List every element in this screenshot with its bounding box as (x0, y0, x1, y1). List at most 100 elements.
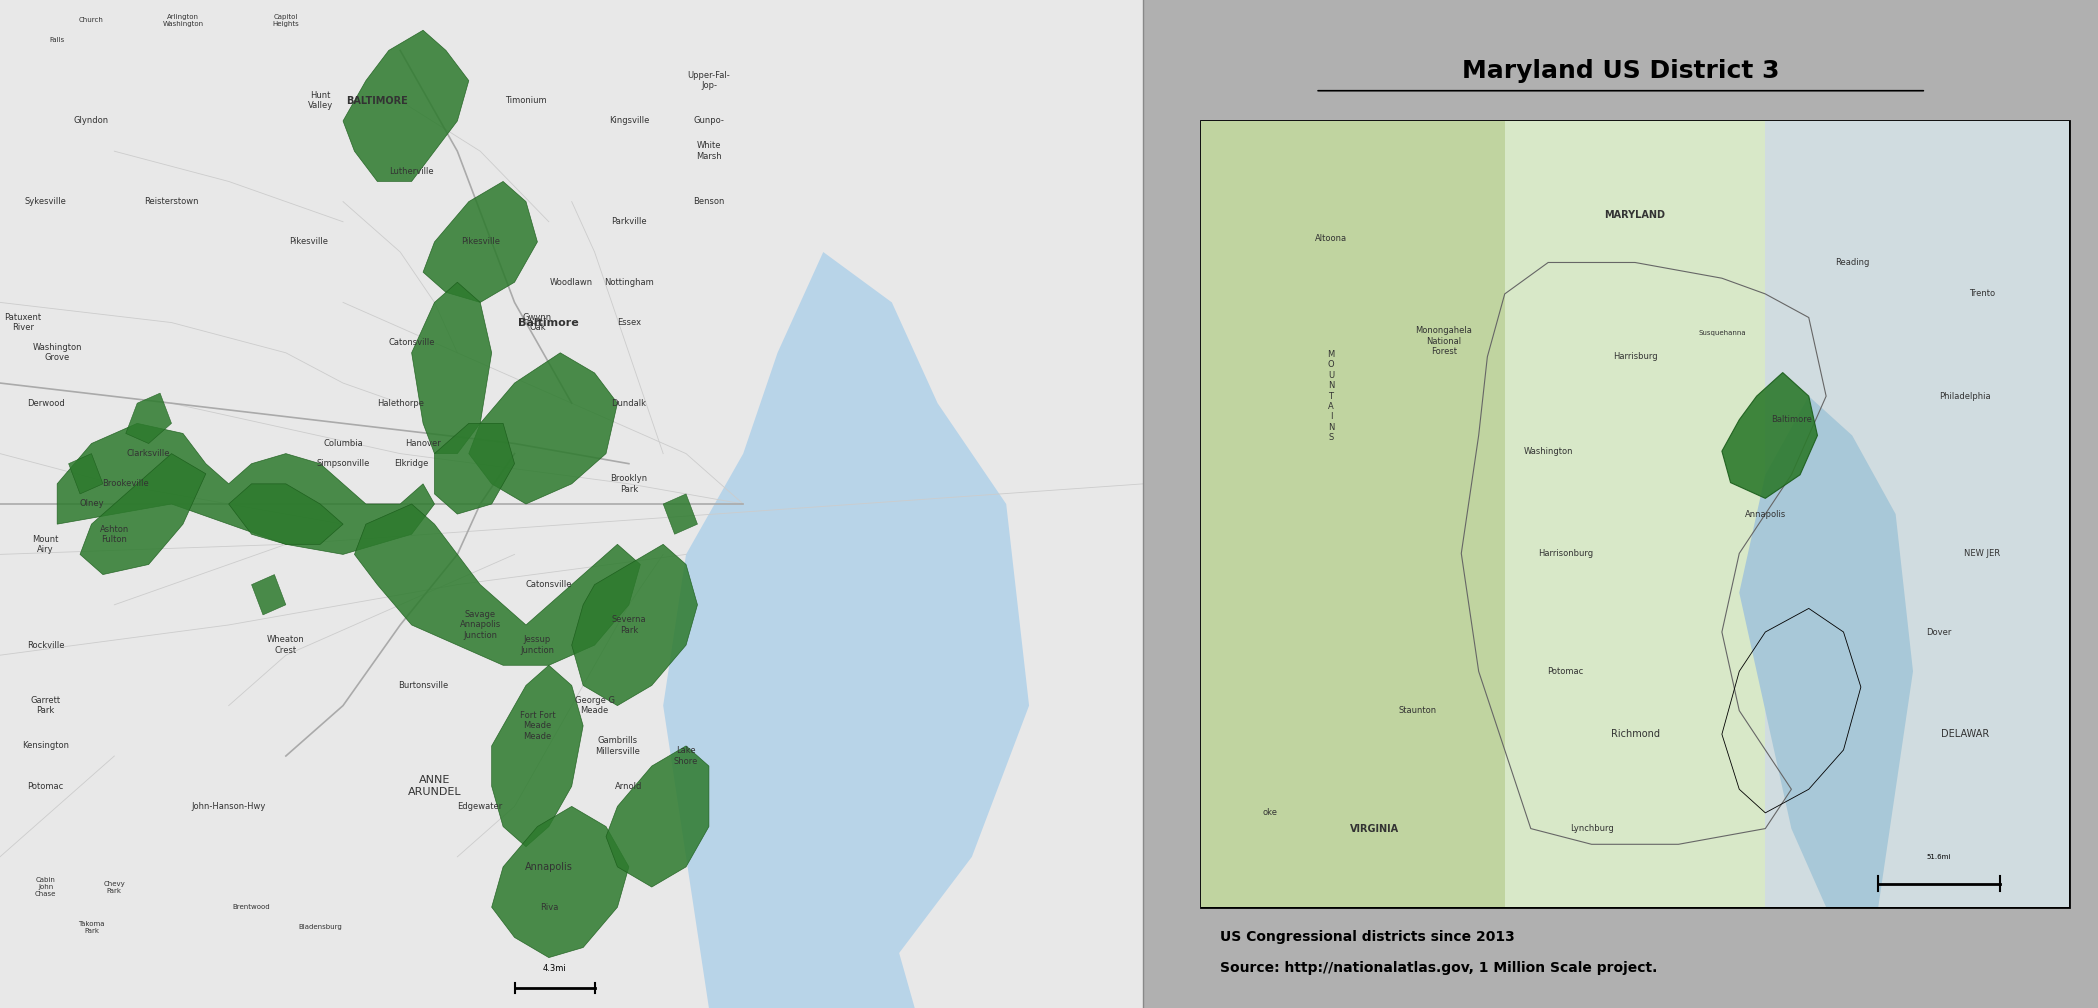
Polygon shape (663, 252, 1030, 1008)
Text: ANNE
ARUNDEL: ANNE ARUNDEL (407, 775, 462, 797)
Text: Harrisburg: Harrisburg (1613, 353, 1657, 361)
Text: Gwynn
Oak: Gwynn Oak (522, 312, 552, 333)
Text: Severna
Park: Severna Park (611, 615, 646, 635)
Text: George G
Meade: George G Meade (575, 696, 615, 716)
Polygon shape (69, 454, 103, 494)
Text: Philadelphia: Philadelphia (1939, 392, 1991, 400)
Text: Capitol
Heights: Capitol Heights (273, 14, 300, 26)
Text: Glyndon: Glyndon (73, 117, 109, 125)
Text: Baltimore: Baltimore (1771, 415, 1813, 424)
Text: Falls: Falls (50, 37, 65, 43)
Polygon shape (606, 746, 709, 887)
Text: Clarksville: Clarksville (126, 450, 170, 458)
Polygon shape (1722, 373, 1817, 498)
Polygon shape (491, 665, 583, 847)
Text: Ashton
Fulton: Ashton Fulton (101, 524, 128, 544)
Polygon shape (126, 393, 172, 444)
Text: Baltimore: Baltimore (518, 318, 579, 328)
Text: Jessup
Junction: Jessup Junction (520, 635, 554, 655)
Polygon shape (80, 454, 206, 575)
Text: Elkridge: Elkridge (394, 460, 428, 468)
Polygon shape (1764, 121, 2069, 907)
Polygon shape (344, 30, 468, 181)
Text: Simpsonville: Simpsonville (317, 460, 369, 468)
Polygon shape (411, 282, 491, 454)
Text: Timonium: Timonium (506, 97, 548, 105)
Text: Lutherville: Lutherville (390, 167, 434, 175)
Text: Riva: Riva (539, 903, 558, 911)
Text: Derwood: Derwood (27, 399, 65, 407)
Text: DELAWAR: DELAWAR (1941, 729, 1989, 739)
Polygon shape (491, 806, 629, 958)
Text: Altoona: Altoona (1315, 235, 1347, 243)
Polygon shape (663, 494, 697, 534)
Text: Kensington: Kensington (23, 742, 69, 750)
Text: Edgewater: Edgewater (457, 802, 504, 810)
Text: BALTIMORE: BALTIMORE (346, 96, 409, 106)
Text: Gunpo-: Gunpo- (694, 117, 724, 125)
Text: Richmond: Richmond (1611, 729, 1660, 739)
Text: Arlington
Washington: Arlington Washington (162, 14, 204, 26)
Polygon shape (355, 504, 640, 665)
Text: Sykesville: Sykesville (25, 198, 67, 206)
Text: Lynchburg: Lynchburg (1569, 825, 1613, 833)
Text: Garrett
Park: Garrett Park (31, 696, 61, 716)
Text: Cabin
John
Chase: Cabin John Chase (36, 877, 57, 897)
Text: Arnold: Arnold (615, 782, 642, 790)
Text: Harrisonburg: Harrisonburg (1538, 549, 1592, 557)
Text: Brookeville: Brookeville (103, 480, 149, 488)
FancyBboxPatch shape (1200, 121, 2069, 907)
Polygon shape (434, 423, 514, 514)
Text: Halethorpe: Halethorpe (378, 399, 424, 407)
Text: Maryland US District 3: Maryland US District 3 (1462, 58, 1779, 83)
Text: Upper-Fal-
Jop-: Upper-Fal- Jop- (688, 71, 730, 91)
Text: Parkville: Parkville (611, 218, 646, 226)
Text: Rockville: Rockville (27, 641, 65, 649)
Text: Dover: Dover (1926, 628, 1951, 636)
Text: Columbia: Columbia (323, 439, 363, 448)
Text: 51.6mi: 51.6mi (1926, 854, 1951, 860)
Text: Nottingham: Nottingham (604, 278, 655, 286)
Polygon shape (57, 423, 434, 554)
Text: Trento: Trento (1970, 289, 1995, 298)
Text: Takoma
Park: Takoma Park (78, 921, 105, 933)
Text: Susquehanna: Susquehanna (1697, 331, 1746, 337)
Text: Hanover: Hanover (405, 439, 441, 448)
Text: Patuxent
River: Patuxent River (4, 312, 42, 333)
Text: White
Marsh: White Marsh (697, 141, 722, 161)
Text: Washington
Grove: Washington Grove (31, 343, 82, 363)
Text: Savage
Annapolis
Junction: Savage Annapolis Junction (459, 610, 501, 640)
Polygon shape (229, 484, 344, 544)
Text: Brentwood: Brentwood (233, 904, 271, 910)
Text: Source: http://nationalatlas.gov, 1 Million Scale project.: Source: http://nationalatlas.gov, 1 Mill… (1219, 961, 1657, 975)
Text: Pikesville: Pikesville (462, 238, 499, 246)
Text: Lake
Shore: Lake Shore (673, 746, 699, 766)
Text: MARYLAND: MARYLAND (1605, 211, 1666, 221)
Text: US Congressional districts since 2013: US Congressional districts since 2013 (1219, 930, 1515, 944)
Text: Annapolis: Annapolis (1746, 510, 1785, 518)
Polygon shape (424, 181, 537, 302)
Polygon shape (252, 575, 285, 615)
Text: Reisterstown: Reisterstown (145, 198, 199, 206)
Text: oke: oke (1263, 808, 1278, 817)
Text: Pikesville: Pikesville (290, 238, 327, 246)
Text: Brooklyn
Park: Brooklyn Park (611, 474, 648, 494)
Text: John-Hanson-Hwy: John-Hanson-Hwy (191, 802, 266, 810)
Text: VIRGINIA: VIRGINIA (1349, 824, 1399, 834)
Text: Olney: Olney (80, 500, 103, 508)
Text: Bladensburg: Bladensburg (298, 924, 342, 930)
Text: Chevy
Park: Chevy Park (103, 881, 126, 893)
Text: Washington: Washington (1523, 447, 1574, 456)
Text: Church: Church (80, 17, 105, 23)
Polygon shape (1200, 121, 1504, 907)
Text: NEW JER: NEW JER (1964, 549, 2001, 557)
Polygon shape (571, 544, 697, 706)
Text: Mount
Airy: Mount Airy (34, 534, 59, 554)
Text: Wheaton
Crest: Wheaton Crest (266, 635, 304, 655)
Text: Essex: Essex (617, 319, 640, 327)
Text: M
O
U
N
T
A
I
N
S: M O U N T A I N S (1328, 350, 1334, 443)
Text: Potomac: Potomac (27, 782, 63, 790)
Text: Kingsville: Kingsville (608, 117, 648, 125)
Polygon shape (801, 927, 915, 1008)
Text: Potomac: Potomac (1548, 667, 1584, 675)
